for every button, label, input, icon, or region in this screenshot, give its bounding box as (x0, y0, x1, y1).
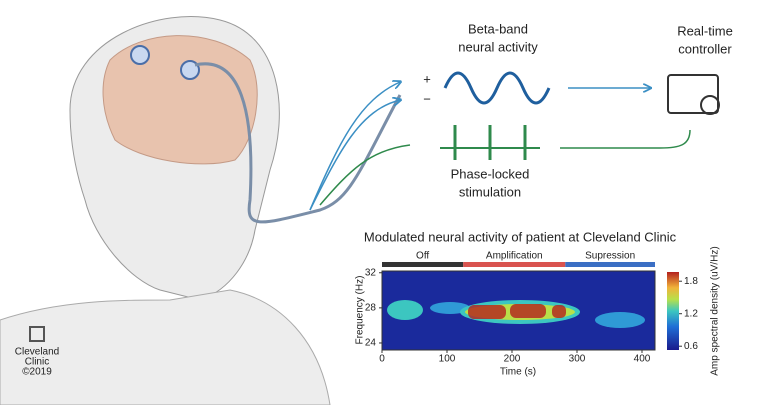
logo-text: ©2019 (22, 367, 52, 378)
heatmap (382, 271, 655, 350)
controller-label: controller (678, 41, 732, 56)
colorbar-tick-label: 0.6 (684, 341, 698, 352)
head-illustration (0, 16, 402, 405)
beta-label: neural activity (458, 39, 538, 54)
y-axis-label: Frequency (Hz) (355, 276, 366, 345)
colorbar-label: Amp spectral density (uV/Hz) (710, 246, 721, 376)
stimulation-label: Phase-locked (451, 166, 530, 181)
x-axis-label: Time (s) (500, 367, 536, 378)
controller-label: Real-time (677, 23, 733, 38)
plus-sign: + (423, 71, 431, 86)
y-tick-label: 32 (365, 267, 377, 278)
phase-bar (382, 262, 464, 267)
minus-sign: − (423, 91, 431, 106)
logo-text: Cleveland (15, 347, 59, 358)
stimulation-label: stimulation (459, 184, 521, 199)
phase-bar (463, 262, 566, 267)
phase-label: Supression (585, 251, 635, 262)
logo-text: Clinic (25, 357, 49, 368)
phase-bar (565, 262, 655, 267)
phase-label: Off (416, 251, 429, 262)
x-tick-label: 0 (379, 354, 385, 365)
colorbar (667, 272, 679, 350)
flow (309, 71, 720, 211)
x-tick-label: 100 (439, 354, 456, 365)
x-tick-label: 300 (569, 354, 586, 365)
phase-label: Amplification (486, 251, 543, 262)
beta-label: Beta-band (468, 21, 528, 36)
chart-title: Modulated neural activity of patient at … (364, 229, 677, 244)
x-tick-label: 200 (504, 354, 521, 365)
colorbar-tick-label: 1.8 (684, 276, 698, 287)
plot-frame (381, 270, 656, 351)
x-tick-label: 400 (634, 354, 651, 365)
y-tick-label: 24 (365, 338, 377, 349)
colorbar-tick-label: 1.2 (684, 308, 698, 319)
y-tick-label: 28 (365, 303, 377, 314)
